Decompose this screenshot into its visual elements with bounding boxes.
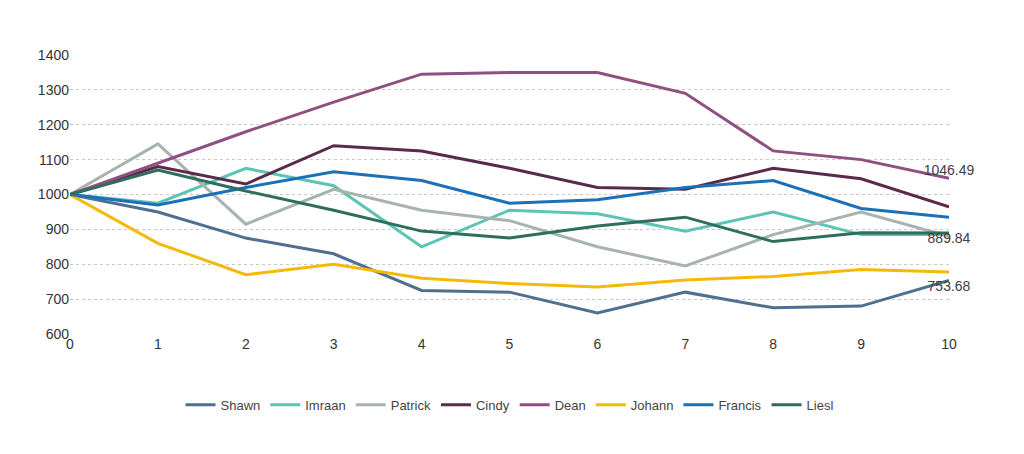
svg-text:1046.49: 1046.49 bbox=[924, 162, 975, 178]
svg-text:1300: 1300 bbox=[38, 82, 69, 98]
svg-text:1200: 1200 bbox=[38, 117, 69, 133]
svg-text:600: 600 bbox=[46, 326, 70, 342]
svg-text:1100: 1100 bbox=[39, 152, 69, 168]
svg-text:9: 9 bbox=[857, 336, 865, 352]
svg-text:7: 7 bbox=[681, 336, 689, 352]
svg-text:Cindy: Cindy bbox=[476, 398, 510, 413]
svg-text:Johann: Johann bbox=[631, 398, 674, 413]
svg-text:800: 800 bbox=[46, 256, 70, 272]
svg-text:1: 1 bbox=[154, 336, 162, 352]
svg-text:3: 3 bbox=[330, 336, 338, 352]
svg-text:5: 5 bbox=[506, 336, 514, 352]
svg-text:Francis: Francis bbox=[718, 398, 761, 413]
svg-text:Imraan: Imraan bbox=[305, 398, 345, 413]
svg-text:4: 4 bbox=[418, 336, 426, 352]
svg-text:Patrick: Patrick bbox=[391, 398, 431, 413]
svg-text:Shawn: Shawn bbox=[221, 398, 261, 413]
svg-text:8: 8 bbox=[769, 336, 777, 352]
svg-text:6: 6 bbox=[594, 336, 602, 352]
svg-text:1400: 1400 bbox=[38, 47, 69, 63]
svg-text:900: 900 bbox=[46, 221, 70, 237]
svg-text:889.84: 889.84 bbox=[928, 230, 971, 246]
svg-text:753.68: 753.68 bbox=[928, 278, 971, 294]
svg-text:Dean: Dean bbox=[555, 398, 586, 413]
svg-text:10: 10 bbox=[941, 336, 957, 352]
svg-text:0: 0 bbox=[66, 336, 74, 352]
svg-text:2: 2 bbox=[242, 336, 250, 352]
svg-text:700: 700 bbox=[46, 291, 70, 307]
svg-text:1000: 1000 bbox=[38, 186, 69, 202]
svg-text:Liesl: Liesl bbox=[807, 398, 834, 413]
